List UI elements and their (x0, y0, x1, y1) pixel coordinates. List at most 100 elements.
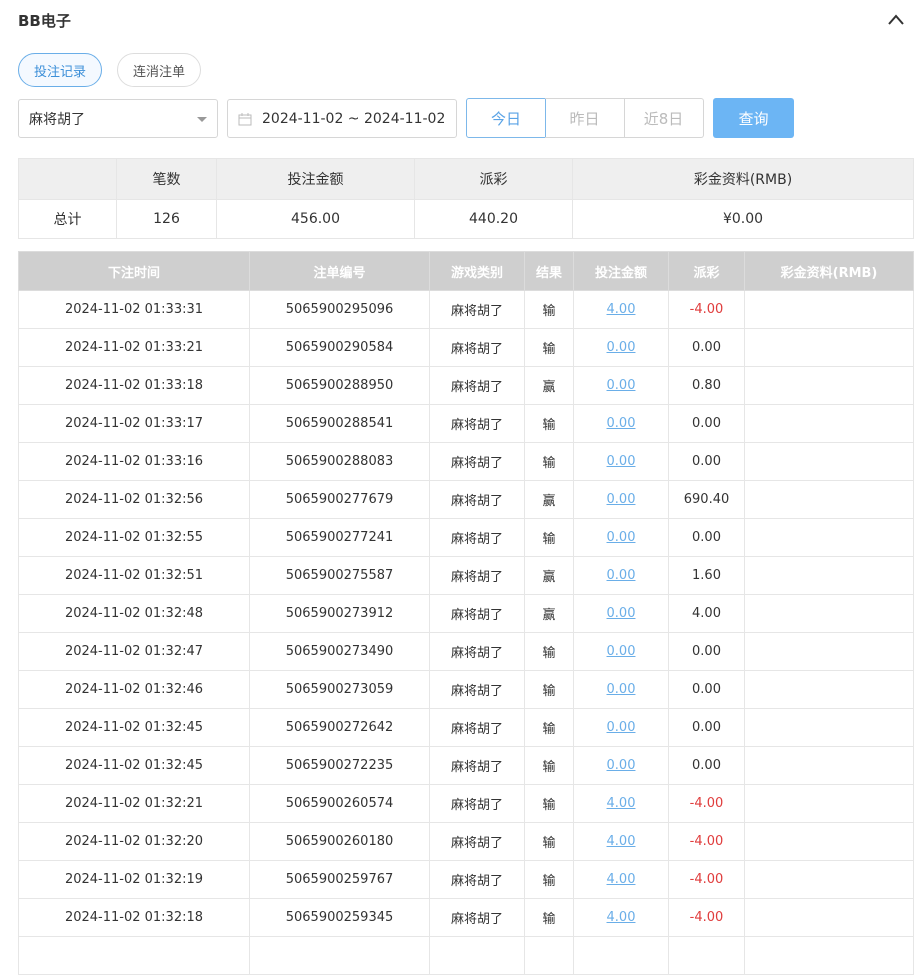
cell-text: 4.00 (692, 606, 721, 621)
tab[interactable]: 投注记录 (18, 53, 102, 87)
header-cell: 笔数 (116, 158, 217, 200)
table-cell: 690.40 (668, 480, 745, 519)
bet-amount-link[interactable]: 0.00 (606, 644, 636, 659)
bet-amount-link[interactable]: 0.00 (606, 340, 636, 355)
table-cell: 麻将胡了 (429, 860, 525, 899)
cell-text: 麻将胡了 (450, 608, 503, 623)
table-cell: -4.00 (668, 860, 745, 899)
table-cell (744, 442, 914, 481)
cell-text: 麻将胡了 (450, 456, 503, 471)
table-row: 2024-11-02 01:32:46 5065900273059 麻将胡了 输 0.0… (18, 670, 914, 709)
table-cell: 2024-11-02 01:33:31 (18, 290, 250, 329)
table-cell: 4.00 (573, 898, 669, 937)
bet-amount-link[interactable]: 0.00 (606, 758, 636, 773)
calendar-icon (238, 113, 252, 126)
bet-amount-link[interactable]: 4.00 (606, 910, 636, 925)
bet-amount-link[interactable]: 0.00 (606, 568, 636, 583)
game-select[interactable]: 麻将胡了 (18, 99, 218, 138)
table-cell: 麻将胡了 (429, 556, 525, 595)
cell-text: 2024-11-02 01:33:31 (64, 302, 204, 317)
cell-text: 2024-11-02 01:33:16 (64, 454, 204, 469)
summary-cell: ¥0.00 (572, 199, 914, 239)
cell-text: 2024-11-02 01:32:51 (64, 568, 204, 583)
table-cell (744, 518, 914, 557)
table-cell: 0.00 (573, 594, 669, 633)
bet-amount-link[interactable]: 0.00 (606, 454, 636, 469)
table-cell: 2024-11-02 01:32:21 (18, 784, 250, 823)
table-cell: 2024-11-02 01:32:19 (18, 860, 250, 899)
table-cell: 5065900259767 (249, 860, 430, 899)
table-cell (744, 480, 914, 519)
bet-amount-link[interactable]: 0.00 (606, 492, 636, 507)
date-range-value: 2024-11-02 ~ 2024-11-02 (262, 110, 446, 127)
table-cell: 麻将胡了 (429, 708, 525, 747)
table-row: 2024-11-02 01:32:56 5065900277679 麻将胡了 赢 0.0… (18, 480, 914, 519)
bet-amount-link[interactable]: 0.00 (606, 606, 636, 621)
cell-text: 5065900288083 (285, 454, 394, 469)
table-cell: 2024-11-02 01:32:48 (18, 594, 250, 633)
table-cell (249, 936, 430, 975)
bet-amount-link[interactable]: 0.00 (606, 530, 636, 545)
table-cell: 1.60 (668, 556, 745, 595)
header-cell: 派彩 (668, 251, 745, 291)
cell-text: 5065900260180 (285, 834, 394, 849)
quick-range[interactable]: 昨日 (545, 98, 625, 138)
cell-text: 0.00 (692, 530, 721, 545)
tab[interactable]: 连消注单 (117, 53, 201, 87)
cell-text: -4.00 (689, 910, 724, 925)
table-cell: 2024-11-02 01:33:18 (18, 366, 250, 405)
cell-text: 麻将胡了 (450, 722, 503, 737)
cell-text: 输 (542, 722, 556, 737)
table-cell: 4.00 (573, 860, 669, 899)
table-cell: 5065900288083 (249, 442, 430, 481)
table-cell: 4.00 (573, 822, 669, 861)
bet-amount-link[interactable]: 0.00 (606, 378, 636, 393)
page: BB电子 {"header":{"title":"BB电子"}, "tabs":… (18, 12, 914, 975)
table-cell: 5065900272642 (249, 708, 430, 747)
table-cell: 麻将胡了 (429, 518, 525, 557)
table-row: 2024-11-02 01:32:48 5065900273912 麻将胡了 赢 0.0… (18, 594, 914, 633)
table-cell (524, 936, 574, 975)
table-cell: 2024-11-02 01:32:20 (18, 822, 250, 861)
bet-amount-link[interactable]: 0.00 (606, 416, 636, 431)
cell-text: 2024-11-02 01:32:46 (64, 682, 204, 697)
bet-amount-link[interactable]: 4.00 (606, 872, 636, 887)
cell-text: 赢 (542, 608, 556, 623)
cell-text: 5065900260574 (285, 796, 394, 811)
cell-text: 麻将胡了 (450, 418, 503, 433)
bet-amount-link[interactable]: 4.00 (606, 834, 636, 849)
table-cell: 0.00 (573, 746, 669, 785)
cell-text: 输 (542, 304, 556, 319)
cell-text: 2024-11-02 01:33:17 (64, 416, 204, 431)
table-cell: 2024-11-02 01:32:51 (18, 556, 250, 595)
cell-text: 2024-11-02 01:33:18 (64, 378, 204, 393)
cell-text: 0.00 (692, 758, 721, 773)
table-cell: 0.00 (668, 328, 745, 367)
quick-range[interactable]: 今日 (466, 98, 546, 138)
table-cell: 麻将胡了 (429, 594, 525, 633)
table-cell (429, 936, 525, 975)
header-cell: 彩金资料(RMB) (744, 251, 914, 291)
cell-text: 赢 (542, 380, 556, 395)
date-range-input[interactable]: 2024-11-02 ~ 2024-11-02 (227, 99, 457, 138)
cell-text: 麻将胡了 (450, 760, 503, 775)
header-cell: 结果 (524, 251, 574, 291)
bet-amount-link[interactable]: 4.00 (606, 796, 636, 811)
collapse-toggle[interactable] (886, 12, 906, 26)
bet-amount-link[interactable]: 0.00 (606, 682, 636, 697)
cell-text: 输 (542, 912, 556, 927)
cell-text: 麻将胡了 (450, 380, 503, 395)
table-cell: 5065900273490 (249, 632, 430, 671)
query-button[interactable]: 查询 (713, 98, 794, 138)
table-cell: 5065900272235 (249, 746, 430, 785)
bet-amount-link[interactable]: 4.00 (606, 302, 636, 317)
quick-range[interactable]: 近8日 (624, 98, 704, 138)
table-cell: 0.00 (668, 746, 745, 785)
bet-amount-link[interactable]: 0.00 (606, 720, 636, 735)
cell-text: 0.00 (692, 340, 721, 355)
cell-text: -4.00 (689, 834, 724, 849)
cell-text: 麻将胡了 (450, 836, 503, 851)
summary-cell: 456.00 (216, 199, 415, 239)
header-cell: 下注时间 (18, 251, 250, 291)
table-cell: 5065900275587 (249, 556, 430, 595)
